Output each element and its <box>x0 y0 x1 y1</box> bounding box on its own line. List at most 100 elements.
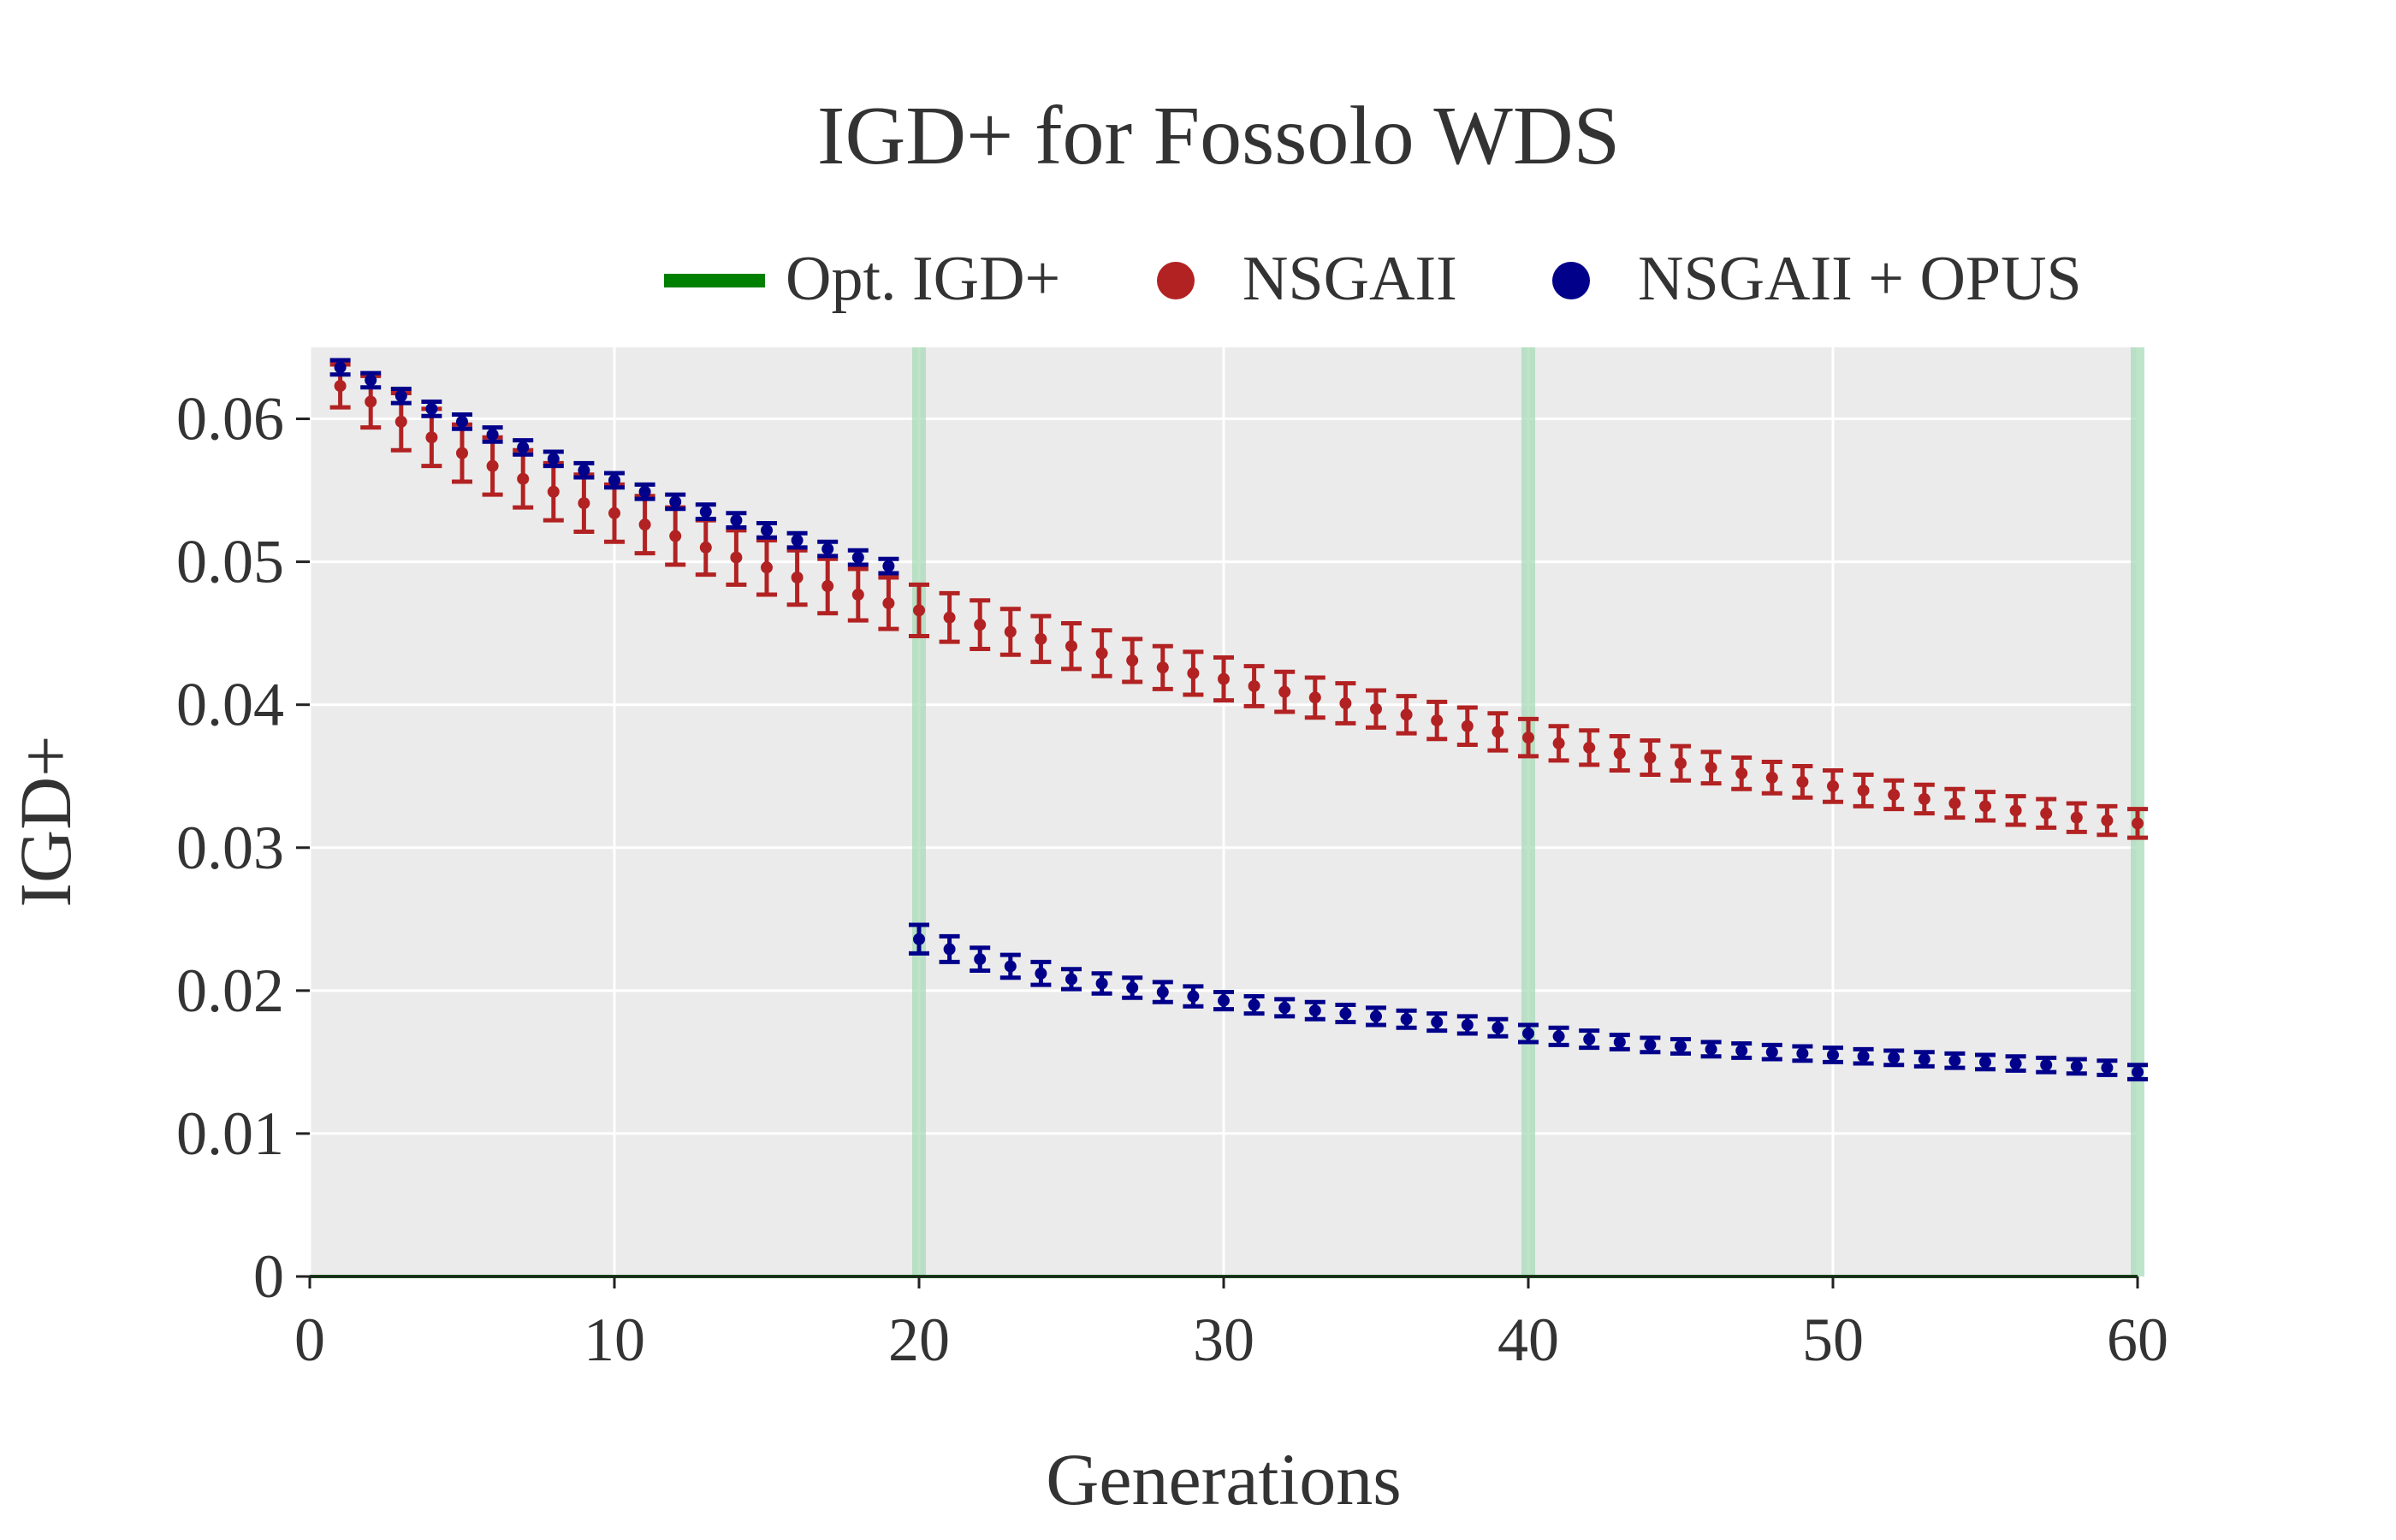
point-nsgaii-opus <box>2070 1060 2083 1073</box>
point-nsgaii <box>1522 732 1534 744</box>
legend-label-nsgaii: NSGAII <box>1242 244 1457 314</box>
x-tick-label: 30 <box>1193 1306 1254 1374</box>
x-tick-label: 20 <box>888 1306 950 1374</box>
point-nsgaii <box>517 472 530 485</box>
point-nsgaii <box>699 541 712 554</box>
point-nsgaii <box>608 506 620 519</box>
point-nsgaii <box>1888 788 1901 801</box>
point-nsgaii <box>1918 792 1930 805</box>
point-nsgaii-opus <box>486 428 499 441</box>
point-nsgaii-opus <box>1339 1007 1352 1020</box>
point-nsgaii-opus <box>334 361 347 374</box>
point-nsgaii-opus <box>1705 1043 1717 1056</box>
point-nsgaii-opus <box>1492 1022 1504 1034</box>
point-nsgaii-opus <box>669 495 682 508</box>
point-nsgaii <box>1979 800 1991 813</box>
point-nsgaii-opus <box>1004 960 1017 973</box>
point-nsgaii-opus <box>1735 1045 1748 1057</box>
axes <box>296 418 2139 1288</box>
point-nsgaii <box>821 580 834 593</box>
point-nsgaii-opus <box>365 374 377 387</box>
point-nsgaii <box>730 551 743 564</box>
point-nsgaii <box>1431 714 1444 727</box>
point-nsgaii <box>761 561 773 574</box>
point-nsgaii <box>425 431 438 444</box>
point-nsgaii <box>1461 720 1474 732</box>
point-nsgaii <box>1218 672 1230 685</box>
point-nsgaii <box>2009 804 2022 817</box>
y-tick-label: 0.01 <box>176 1099 284 1168</box>
legend: Opt. IGD+ NSGAII NSGAII + OPUS <box>664 244 2082 314</box>
point-nsgaii <box>1613 747 1626 760</box>
point-nsgaii-opus <box>761 524 773 536</box>
point-nsgaii-opus <box>547 453 560 465</box>
point-nsgaii-opus <box>1613 1035 1626 1048</box>
point-nsgaii <box>669 530 682 542</box>
point-nsgaii <box>2070 811 2083 824</box>
point-nsgaii <box>1308 691 1321 704</box>
point-nsgaii <box>1583 741 1596 754</box>
point-nsgaii <box>1675 757 1687 770</box>
point-nsgaii <box>1156 661 1169 674</box>
point-nsgaii <box>1705 761 1717 774</box>
point-nsgaii <box>1400 708 1413 721</box>
x-tick-label: 0 <box>294 1306 325 1374</box>
point-nsgaii <box>943 611 956 624</box>
point-nsgaii-opus <box>1948 1054 1961 1067</box>
point-nsgaii-opus <box>1765 1045 1778 1058</box>
point-nsgaii-opus <box>1218 994 1230 1007</box>
point-nsgaii-opus <box>1248 998 1260 1011</box>
point-nsgaii <box>1735 767 1748 779</box>
point-nsgaii-opus <box>1278 1001 1291 1014</box>
point-nsgaii <box>365 395 377 408</box>
point-nsgaii-opus <box>1552 1030 1565 1043</box>
x-tick-label: 40 <box>1498 1306 1559 1374</box>
point-nsgaii-opus <box>1461 1018 1474 1031</box>
y-axis-label: IGD+ <box>4 735 86 907</box>
point-nsgaii <box>1644 751 1657 764</box>
point-nsgaii <box>1248 679 1260 692</box>
point-nsgaii <box>974 619 987 631</box>
point-nsgaii-opus <box>425 402 438 415</box>
point-nsgaii-opus <box>1370 1010 1382 1022</box>
point-nsgaii <box>486 459 499 472</box>
point-nsgaii-opus <box>456 415 468 428</box>
point-nsgaii-opus <box>1065 973 1077 986</box>
y-tick-label: 0.05 <box>176 528 284 596</box>
legend-marker-nsgaii-opus <box>1552 262 1590 299</box>
point-nsgaii-opus <box>1644 1039 1657 1051</box>
point-nsgaii <box>1796 775 1809 788</box>
tick-labels: 0 10 20 30 40 50 60 0 0.01 0.02 0.03 0.04 0.05 0.06 <box>176 385 2168 1374</box>
point-nsgaii <box>1126 654 1139 666</box>
point-nsgaii-opus <box>638 485 651 498</box>
point-nsgaii <box>1492 726 1504 738</box>
point-nsgaii <box>394 415 407 428</box>
legend-label-nsgaii-opus: NSGAII + OPUS <box>1638 244 2082 314</box>
point-nsgaii <box>1004 625 1017 638</box>
point-nsgaii-opus <box>608 474 620 487</box>
point-nsgaii-opus <box>2009 1057 2022 1070</box>
point-nsgaii <box>1095 647 1108 660</box>
point-nsgaii-opus <box>1156 986 1169 998</box>
x-axis-label: Generations <box>1046 1438 1402 1520</box>
point-nsgaii-opus <box>394 389 407 402</box>
point-nsgaii-opus <box>1583 1033 1596 1045</box>
point-nsgaii-opus <box>1187 990 1200 1003</box>
point-nsgaii-opus <box>913 933 925 945</box>
point-nsgaii-opus <box>1888 1051 1901 1064</box>
x-tick-label: 50 <box>1802 1306 1864 1374</box>
point-nsgaii-opus <box>730 514 743 527</box>
point-nsgaii <box>1035 632 1047 645</box>
y-tick-label: 0.06 <box>176 385 284 453</box>
point-nsgaii-opus <box>882 560 895 572</box>
x-tick-label: 10 <box>584 1306 645 1374</box>
point-nsgaii <box>1187 666 1200 679</box>
y-tick-label: 0.04 <box>176 671 284 739</box>
point-nsgaii <box>2040 807 2053 820</box>
legend-marker-nsgaii <box>1157 262 1195 299</box>
point-nsgaii <box>2101 814 2114 827</box>
point-nsgaii <box>334 380 347 393</box>
point-nsgaii-opus <box>2132 1066 2144 1079</box>
point-nsgaii-opus <box>851 551 864 564</box>
